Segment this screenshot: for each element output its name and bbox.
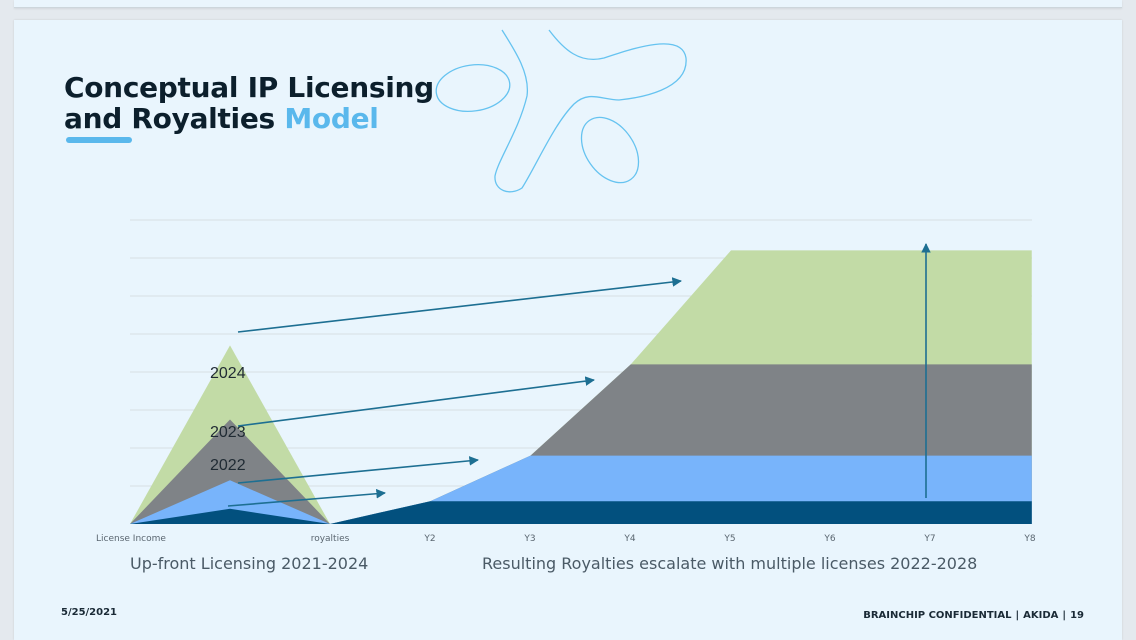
footer-page-number: 19 <box>1070 610 1084 621</box>
caption-royalties: Resulting Royalties escalate with multip… <box>482 554 978 573</box>
footer-product: AKIDA <box>1023 610 1059 621</box>
x-tick-label: Y8 <box>1023 534 1035 544</box>
x-tick-label: License Income <box>96 534 166 544</box>
footer-date: 5/25/2021 <box>61 607 118 618</box>
royalty-area-layer-1 <box>330 501 1032 524</box>
x-tick-label: Y7 <box>923 534 935 544</box>
x-tick-label: Y3 <box>523 534 535 544</box>
title-underline <box>66 137 132 143</box>
title-accent-word: Model <box>284 102 379 135</box>
previous-slide-edge <box>14 0 1122 8</box>
x-tick-label: Y4 <box>623 534 635 544</box>
x-tick-label: Y5 <box>723 534 735 544</box>
license-triangle-2022 <box>130 480 330 524</box>
triangle-label-2022: 2022 <box>210 457 246 474</box>
connector-arrow-3 <box>237 456 479 484</box>
title-line-2: and Royalties <box>64 102 275 135</box>
decorative-neuron-icon <box>435 29 687 193</box>
royalties-chart: 2024 2023 2022 License Income royalties Y2 Y3 Y… <box>96 219 1036 544</box>
page-title: Conceptual IP Licensing and Royalties Mo… <box>64 72 434 134</box>
x-tick-label: Y2 <box>423 534 435 544</box>
connector-arrow-2 <box>237 376 595 427</box>
triangle-label-2023: 2023 <box>210 424 246 441</box>
slide: Conceptual IP Licensing and Royalties Mo… <box>14 20 1122 640</box>
license-triangle-base <box>130 508 330 524</box>
footer-info: BRAINCHIP CONFIDENTIAL | AKIDA | 19 <box>863 610 1084 621</box>
license-triangle-2023 <box>130 419 330 524</box>
connector-arrow-1 <box>237 277 682 333</box>
title-line-1: Conceptual IP Licensing <box>64 71 434 104</box>
x-tick-label: royalties <box>311 534 350 544</box>
connector-arrow-4 <box>227 488 386 507</box>
triangle-label-2024: 2024 <box>210 365 246 382</box>
caption-licensing: Up-front Licensing 2021-2024 <box>130 554 369 573</box>
footer-confidential: BRAINCHIP CONFIDENTIAL <box>863 610 1012 621</box>
x-tick-label: Y6 <box>823 534 835 544</box>
